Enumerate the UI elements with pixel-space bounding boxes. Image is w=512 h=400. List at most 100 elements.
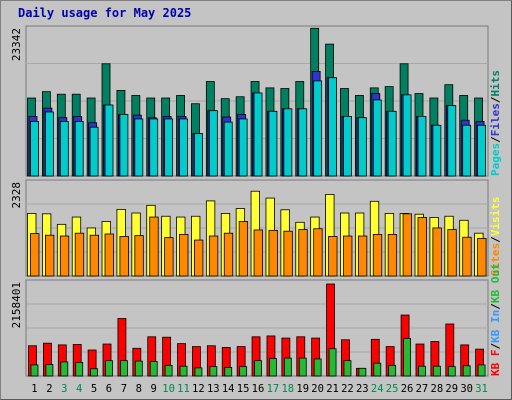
x-tick-label: 30 (460, 383, 473, 395)
bar-sites (59, 235, 70, 277)
bar-sites (402, 213, 412, 277)
legend-1: Pages/Files/Hits (489, 70, 502, 176)
bar-sites (119, 236, 129, 277)
x-tick-label: 22 (341, 383, 354, 395)
y-max-label-1: 23342 (10, 28, 23, 61)
legend-entry: KB F (489, 350, 502, 377)
legend-entry: / (489, 236, 502, 243)
bar-sites (387, 234, 398, 277)
bar-sites (208, 235, 219, 277)
legend-entry: / (489, 343, 502, 350)
x-tick-label: 29 (445, 383, 458, 395)
bar-pages (74, 121, 84, 177)
legend-entry: KB In (489, 310, 502, 343)
legend-entry: Sites (489, 243, 502, 276)
x-tick-label: 26 (401, 383, 414, 395)
bar-sites (89, 234, 100, 277)
bar-kb-out (120, 360, 128, 377)
bar-pages (477, 124, 486, 177)
bar-pages (328, 77, 337, 177)
bar-sites (238, 221, 249, 277)
bar-pages (268, 110, 278, 177)
bar-kb-out (313, 358, 322, 377)
legend-3: KB F/KB In/KB Out (489, 263, 502, 376)
bar-kb-out (432, 365, 441, 377)
bar-sites (462, 236, 472, 277)
bar-kb-out (179, 365, 188, 377)
bar-kb-out (254, 360, 262, 377)
bar-kb-out (373, 362, 382, 377)
bar-kb-out (403, 338, 411, 377)
x-tick-label: 31 (475, 383, 488, 395)
x-tick-label: 5 (91, 383, 97, 395)
bar-kb-out (224, 367, 233, 377)
bar-pages (194, 133, 203, 177)
bar-sites (194, 239, 204, 277)
bar-kb-out (60, 361, 69, 377)
bar-sites (432, 227, 442, 277)
bar-sites (104, 233, 114, 277)
bar-kb-out (134, 360, 143, 377)
bar-sites (313, 228, 323, 277)
bar-pages (387, 110, 397, 177)
bar-pages (417, 115, 427, 177)
legend-2: Sites/Visits (489, 197, 502, 277)
bar-sites (298, 229, 308, 277)
x-tick-label: 10 (162, 383, 175, 395)
bar-kb-out (477, 364, 486, 377)
bar-sites (343, 235, 353, 277)
bar-pages (104, 104, 114, 177)
legend-entry: Hits (489, 70, 502, 97)
bar-kb-out (149, 361, 158, 377)
bar-kb-out (269, 358, 277, 377)
bar-pages (402, 94, 412, 177)
bar-pages (253, 92, 263, 177)
bar-pages (238, 118, 248, 177)
bar-kb-out (90, 368, 99, 377)
legend-entry: Files (489, 103, 502, 136)
x-tick-label: 17 (267, 383, 280, 395)
bar-kb-out (45, 364, 54, 377)
bar-pages (313, 80, 323, 177)
bar-sites (328, 236, 338, 277)
x-tick-label: 1 (31, 383, 37, 395)
bar-pages (89, 126, 99, 177)
bar-sites (223, 232, 234, 277)
bar-kb-out (164, 364, 173, 377)
bar-kb-out (418, 365, 426, 377)
bar-kb-out (75, 361, 84, 377)
bar-pages (283, 108, 293, 177)
bar-pages (45, 111, 54, 177)
bar-pages (30, 121, 39, 177)
x-tick-label: 27 (416, 383, 429, 395)
bar-sites (253, 229, 263, 277)
bar-sites (45, 234, 55, 277)
legend-entry: / (489, 303, 502, 310)
bar-sites (417, 217, 427, 277)
legend-entry: KB Out (489, 263, 502, 303)
x-tick-label: 16 (252, 383, 265, 395)
bar-sites (179, 234, 189, 277)
x-tick-label: 4 (76, 383, 82, 395)
x-tick-label: 8 (136, 383, 142, 395)
legend-entry: Pages (489, 143, 502, 176)
bar-kb-out (194, 367, 203, 377)
x-tick-label: 23 (356, 383, 369, 395)
x-tick-label: 21 (326, 383, 339, 395)
bar-pages (357, 117, 367, 177)
bar-sites (149, 216, 159, 277)
bar-kb-out (209, 366, 218, 377)
x-tick-label: 12 (192, 383, 205, 395)
x-tick-label: 28 (431, 383, 444, 395)
bar-kb-out (388, 364, 397, 377)
bar-kb-out (343, 360, 352, 377)
bar-kb-out (447, 366, 456, 377)
bar-sites (447, 229, 457, 277)
x-tick-label: 19 (296, 383, 309, 395)
y-max-label-3: 2158401 (10, 282, 23, 328)
bar-sites (74, 232, 85, 277)
bar-pages (462, 124, 472, 177)
x-tick-label: 11 (177, 383, 190, 395)
x-tick-label: 25 (386, 383, 399, 395)
